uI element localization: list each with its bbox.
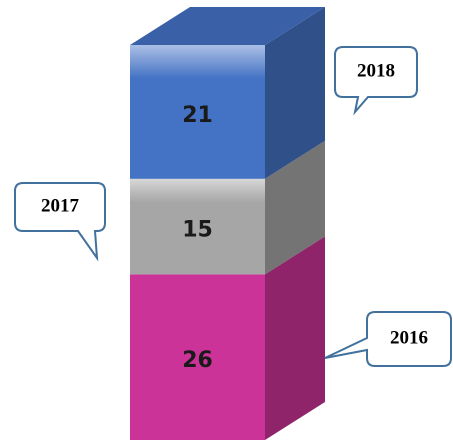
bar-top bbox=[130, 7, 325, 45]
bar-shine bbox=[130, 178, 265, 275]
data-label: 15 bbox=[182, 218, 213, 243]
data-label: 21 bbox=[182, 103, 213, 128]
callout bbox=[14, 182, 106, 262]
bar-side bbox=[265, 236, 325, 440]
callout-label: 2018 bbox=[357, 60, 395, 81]
callout-label: 2016 bbox=[390, 327, 428, 348]
bar-side bbox=[265, 7, 325, 179]
bar bbox=[130, 274, 265, 440]
bar-side bbox=[265, 140, 325, 275]
bar-shine bbox=[130, 45, 265, 179]
callout bbox=[334, 46, 418, 116]
data-label: 26 bbox=[182, 348, 213, 373]
callout bbox=[324, 311, 452, 367]
callout-label: 2017 bbox=[41, 195, 80, 216]
